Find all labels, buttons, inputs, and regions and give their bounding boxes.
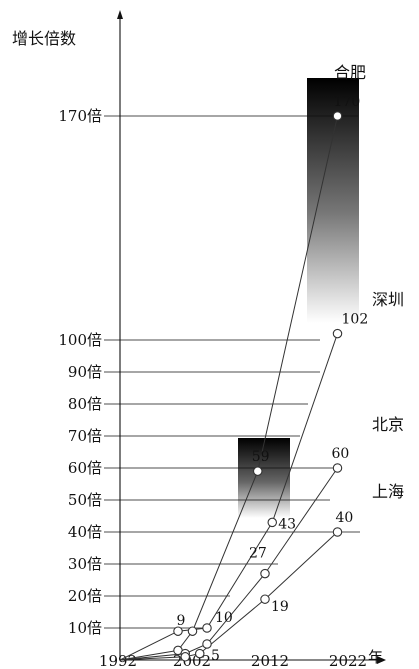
data-point	[332, 463, 343, 473]
y-tick-label: 60倍	[68, 459, 102, 477]
data-point	[260, 594, 270, 604]
y-axis-arrow	[117, 10, 123, 19]
series-name-label: 上海	[372, 482, 404, 501]
y-tick-label: 50倍	[68, 491, 102, 509]
y-tick-label: 30倍	[68, 555, 102, 573]
y-tick-label: 10倍	[68, 619, 102, 637]
hefei-highlight-band	[307, 78, 359, 323]
mid-highlight-band	[238, 438, 290, 518]
x-tick-label: 2012	[251, 652, 289, 669]
x-axis-suffix: 年	[368, 648, 383, 666]
y-tick-label: 90倍	[68, 363, 102, 381]
data-point	[180, 652, 191, 662]
data-label: 59	[252, 449, 270, 465]
series-name-label: 深圳	[372, 290, 404, 309]
series-name-label: 合肥	[334, 63, 366, 82]
data-point	[187, 626, 198, 636]
y-axis-title: 增长倍数	[12, 29, 76, 48]
y-tick-label: 70倍	[68, 427, 102, 445]
data-label: 40	[336, 510, 354, 526]
data-point	[202, 639, 212, 649]
series-line-0	[119, 115, 338, 661]
data-point	[332, 328, 343, 339]
data-point	[202, 623, 212, 633]
data-label: 5	[211, 648, 220, 664]
x-tick-label: 2022	[329, 652, 367, 669]
data-point	[195, 648, 205, 659]
data-label: 170	[334, 94, 361, 110]
data-point	[253, 466, 263, 476]
data-label: 102	[342, 312, 369, 328]
data-label: 9	[177, 613, 186, 629]
data-label: 60	[332, 446, 350, 462]
data-point	[267, 517, 277, 528]
x-axis-arrow	[377, 656, 386, 664]
data-label: 19	[271, 599, 289, 615]
y-tick-label: 20倍	[68, 587, 102, 605]
data-point	[332, 527, 343, 537]
y-tick-label: 170倍	[58, 107, 102, 125]
data-label: 27	[249, 546, 267, 562]
data-label: 10	[215, 610, 233, 626]
data-label: 43	[278, 516, 296, 532]
series-name-label: 北京	[372, 415, 404, 434]
y-tick-label: 100倍	[58, 331, 102, 349]
data-point	[332, 111, 343, 121]
y-tick-label: 40倍	[68, 523, 102, 541]
y-tick-label: 80倍	[68, 395, 102, 413]
data-point	[260, 568, 270, 579]
data-point	[173, 626, 183, 636]
